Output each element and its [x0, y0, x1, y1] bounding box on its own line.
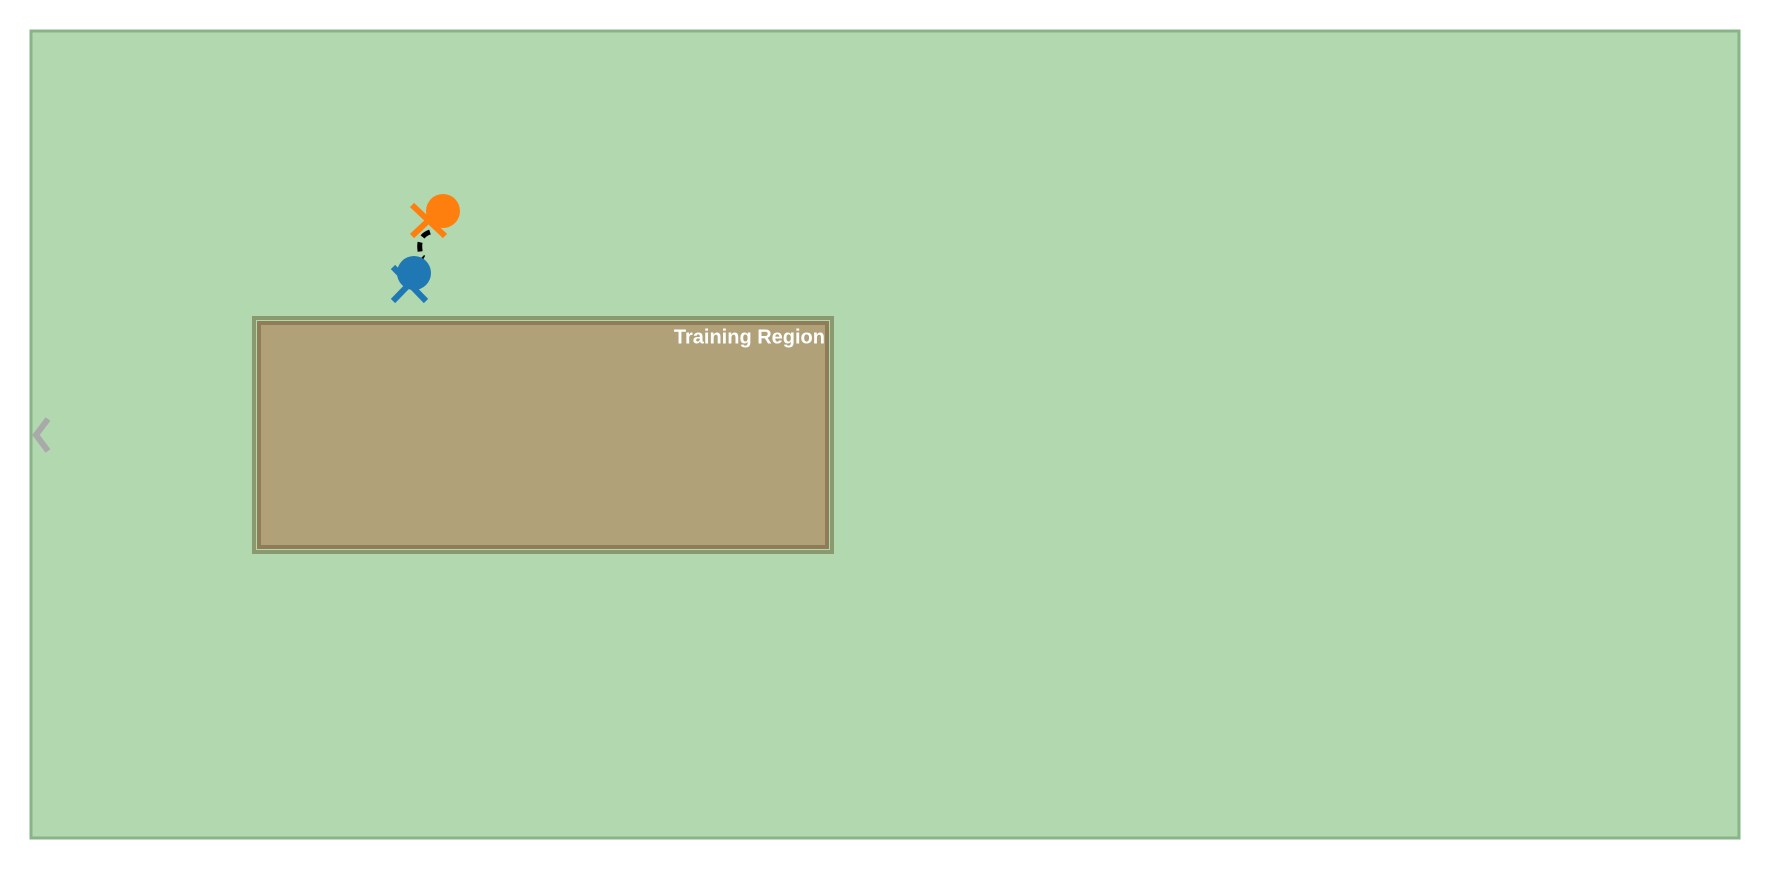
- training-region: Training Region: [252, 316, 834, 554]
- orange-agent-dot: [426, 194, 460, 228]
- training-region-outer-border: [252, 316, 834, 554]
- training-region-box: [257, 321, 829, 549]
- chevron-left-icon: [32, 417, 51, 453]
- blue-agent: [390, 256, 431, 304]
- blue-agent-dot: [397, 256, 431, 290]
- training-region-label: Training Region: [674, 326, 825, 348]
- orange-agent: [409, 194, 460, 239]
- trajectory-path: [417, 229, 431, 261]
